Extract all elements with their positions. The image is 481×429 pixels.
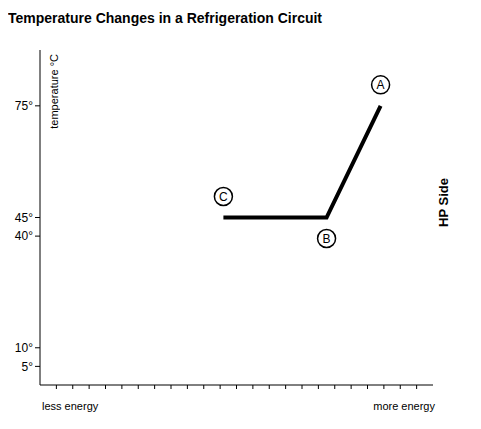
html-text:less energy: less energy xyxy=(42,400,99,412)
svg-text:75°: 75° xyxy=(15,99,33,113)
svg-text:45°: 45° xyxy=(15,211,33,225)
html-text:more energy: more energy xyxy=(373,400,435,412)
svg-text:B: B xyxy=(323,232,331,246)
svg-text:40°: 40° xyxy=(15,229,33,243)
html-text:Temperature Changes in a Refri: Temperature Changes in a Refrigeration C… xyxy=(8,10,322,26)
svg-text:5°: 5° xyxy=(22,360,34,374)
svg-text:C: C xyxy=(219,190,228,204)
svg-text:10°: 10° xyxy=(15,341,33,355)
svg-text:A: A xyxy=(377,78,385,92)
html-text:temperature °C: temperature °C xyxy=(48,54,60,129)
html-text:HP Side: HP Side xyxy=(436,178,451,227)
